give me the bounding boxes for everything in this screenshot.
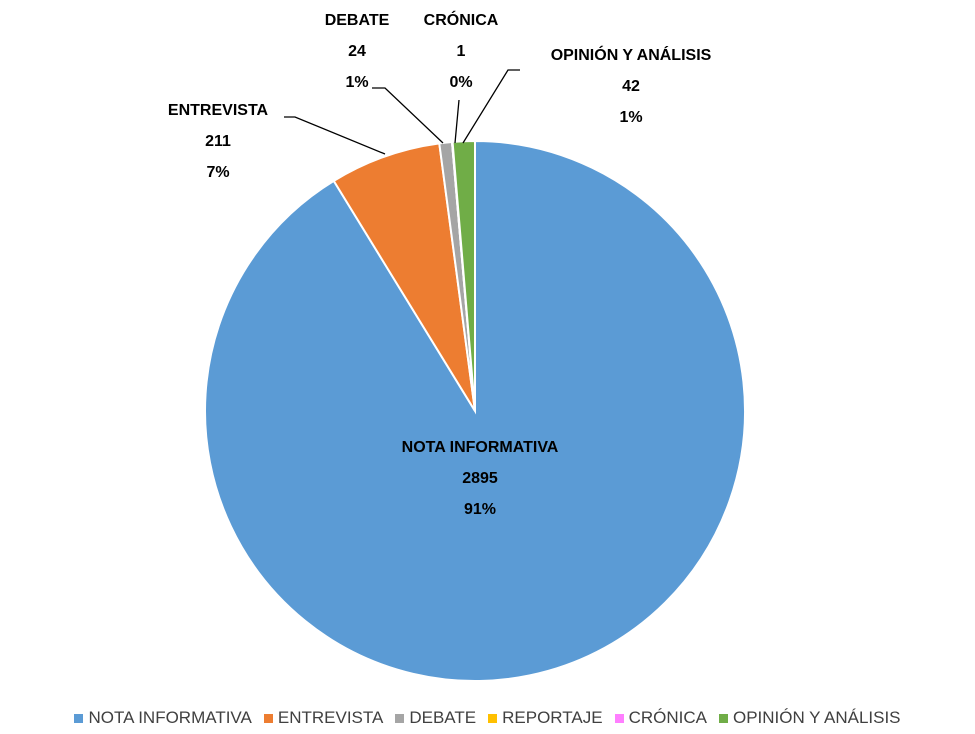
legend-swatch <box>488 713 498 723</box>
legend: NOTA INFORMATIVA ENTREVISTA DEBATE REPORTAJ… <box>0 708 975 728</box>
label-category: ENTREVISTA <box>167 102 269 119</box>
label-percent: 1% <box>345 74 369 91</box>
pie-slice <box>332 142 476 412</box>
label-category: NOTA INFORMATIVA <box>401 439 559 456</box>
label-percent: 0% <box>449 74 473 91</box>
data-label: DEBATE 24 1% <box>297 5 417 98</box>
leader-line <box>284 116 386 155</box>
legend-label: ENTREVISTA <box>277 708 384 727</box>
legend-swatch <box>263 713 273 723</box>
legend-entry: REPORTAJE <box>488 708 603 728</box>
legend-label: DEBATE <box>409 708 477 727</box>
data-label: CRÓNICA 1 0% <box>401 5 521 98</box>
data-label: OPINIÓN Y ANÁLISIS 42 1% <box>501 40 761 133</box>
data-label: ENTREVISTA 211 7% <box>143 95 293 188</box>
legend-entry: NOTA INFORMATIVA <box>74 708 252 728</box>
legend-entry: OPINIÓN Y ANÁLISIS <box>718 708 901 728</box>
leader-line <box>454 99 460 144</box>
legend-entry: ENTREVISTA <box>263 708 384 728</box>
legend-swatch <box>395 713 405 723</box>
label-category: OPINIÓN Y ANÁLISIS <box>550 47 712 64</box>
label-value: 1 <box>456 43 466 60</box>
legend-label: NOTA INFORMATIVA <box>88 708 252 727</box>
legend-label: REPORTAJE <box>502 708 603 727</box>
legend-label: CRÓNICA <box>628 708 707 727</box>
legend-entry: CRÓNICA <box>614 708 707 728</box>
legend-swatch <box>74 713 84 723</box>
label-value: 2895 <box>462 470 498 487</box>
legend-entry: DEBATE <box>395 708 476 728</box>
label-category: CRÓNICA <box>423 12 499 29</box>
label-percent: 7% <box>206 164 230 181</box>
data-label: NOTA INFORMATIVA 2895 91% <box>395 432 565 525</box>
label-value: 42 <box>622 78 640 95</box>
legend-swatch <box>718 713 728 723</box>
legend-swatch <box>614 713 624 723</box>
leader-line <box>372 87 444 144</box>
leader-line <box>462 69 520 144</box>
label-percent: 91% <box>463 501 497 518</box>
label-value: 211 <box>205 133 231 150</box>
label-category: DEBATE <box>324 12 390 29</box>
label-percent: 1% <box>619 109 643 126</box>
legend-label: OPINIÓN Y ANÁLISIS <box>732 708 901 727</box>
label-value: 24 <box>348 43 366 60</box>
